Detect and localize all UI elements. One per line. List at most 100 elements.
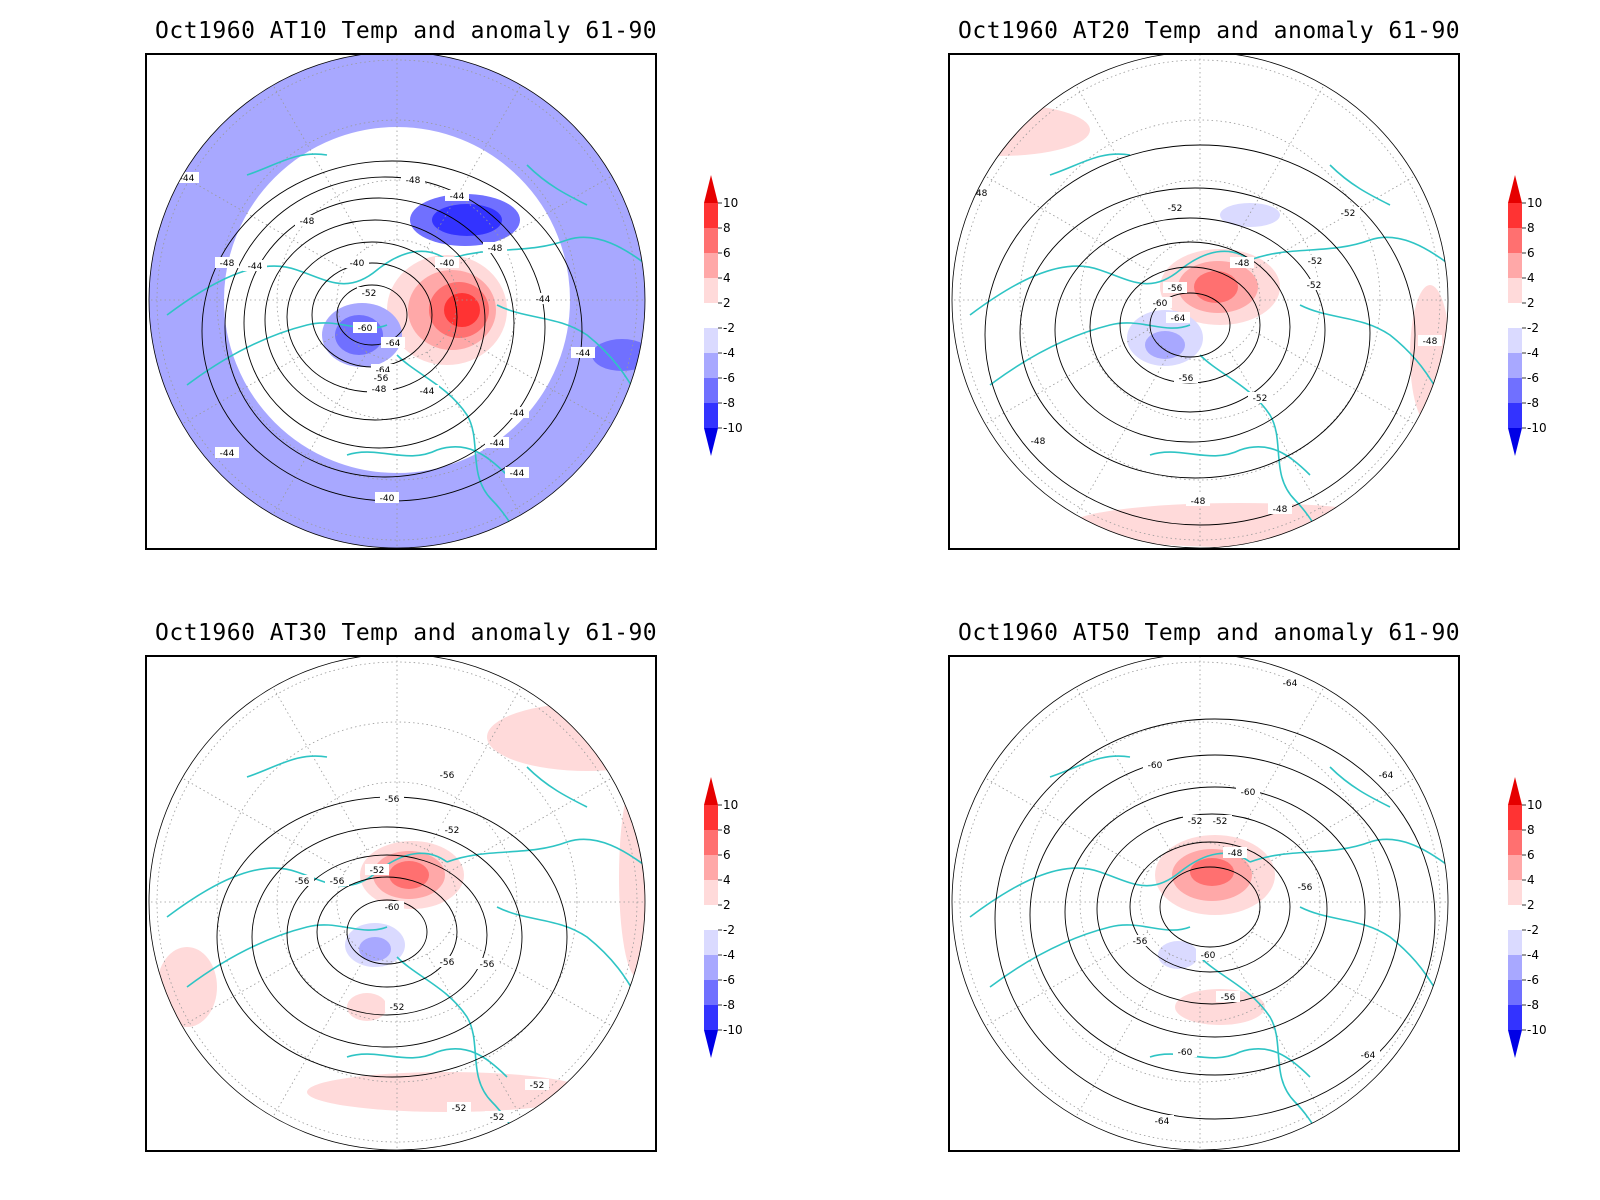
anomaly-shading — [1220, 203, 1280, 227]
contour-label-bg — [1183, 815, 1207, 826]
anomaly-shading — [307, 1072, 587, 1112]
contour-label-bg — [968, 187, 992, 198]
colorbar-segment — [704, 403, 718, 428]
contour-label: -56 — [1133, 937, 1148, 947]
contour-label: -48 — [1235, 259, 1250, 269]
contour-label: -44 — [536, 295, 551, 305]
colorbar-segment — [704, 278, 718, 303]
anomaly-shading — [389, 861, 429, 889]
contour-label: -56 — [440, 771, 455, 781]
contour-label: -44 — [180, 174, 195, 184]
colorbar-tick-label: 6 — [723, 246, 731, 260]
polar-map: -64 -60 -60 -52 -52 -48 -56 -56 -60 -56 -60 -64 -64 -… — [951, 657, 1449, 1150]
colorbar-tick-label: -8 — [1527, 998, 1539, 1012]
anomaly-shading — [1070, 503, 1410, 547]
contour-label-bg — [435, 956, 459, 967]
contour-label: -44 — [248, 262, 263, 272]
anomaly-shading — [1194, 271, 1238, 303]
colorbar-tick-label: 4 — [723, 873, 731, 887]
contour-label-bg — [1163, 202, 1187, 213]
colorbar-tick-label: 8 — [1527, 823, 1535, 837]
contour-label: -40 — [380, 494, 395, 504]
colorbar-segment — [1508, 880, 1522, 905]
contour-label: -60 — [385, 903, 400, 913]
contour-label: -48 — [1228, 849, 1243, 859]
colorbar-segment — [704, 980, 718, 1005]
colorbar-segment — [704, 228, 718, 253]
map-frame: -56 -56 -52 -52 -56 -56 -60 -56 -56 -52 -52 -52 -52 — [145, 655, 657, 1152]
contour-label: -48 — [488, 244, 503, 254]
contour-label: -48 — [406, 176, 421, 186]
contour-label-bg — [367, 383, 391, 394]
contour-label-bg — [1128, 935, 1152, 946]
colorbar-tick-label: -6 — [1527, 973, 1539, 987]
contour-label: -52 — [1168, 204, 1183, 214]
colorbar-arrow-top — [1508, 175, 1522, 203]
contour-label-bg — [435, 769, 459, 780]
colorbar-segment — [1508, 805, 1522, 830]
colorbar: 10 8 6 4 2 -2 -4 -6 -8 -10 — [704, 175, 743, 456]
colorbar-segment — [704, 805, 718, 830]
contour-label-bg — [1418, 335, 1442, 346]
colorbar-tick-label: -6 — [1527, 371, 1539, 385]
contour-label-bg — [505, 467, 529, 478]
contour-label: -52 — [445, 826, 460, 836]
contour-label: -52 — [390, 1003, 405, 1013]
contour-label-bg — [531, 293, 555, 304]
colorbar-tick-label: 6 — [723, 848, 731, 862]
contour-label: -44 — [420, 387, 435, 397]
contour-label-bg — [445, 190, 469, 201]
temperature-contours — [984, 144, 1416, 526]
colorbar-tick-label: 2 — [723, 898, 731, 912]
colorbar-tick-label: 10 — [723, 798, 738, 812]
contour-label: -52 — [1213, 817, 1228, 827]
contour-label-bg — [1143, 759, 1167, 770]
colorbar-tick-label: 6 — [1527, 848, 1535, 862]
colorbar-tick-label: 2 — [1527, 296, 1535, 310]
anomaly-shading — [592, 453, 642, 477]
contour-label-bg — [525, 1079, 549, 1090]
colorbar-segment — [1508, 905, 1522, 930]
colorbar-tick-label: -6 — [723, 371, 735, 385]
contour-label: -64 — [1171, 314, 1186, 324]
colorbar-tick-label: 4 — [1527, 873, 1535, 887]
contour-label-bg — [505, 407, 529, 418]
contour-label: -52 — [490, 1113, 505, 1123]
contour-label-bg — [401, 174, 425, 185]
contour-label: -56 — [385, 795, 400, 805]
anomaly-shading — [1145, 331, 1185, 359]
contour-label-bg — [365, 864, 389, 875]
colorbar-tick-label: -10 — [1527, 1023, 1547, 1037]
polar-map: -56 -56 -52 -52 -56 -56 -60 -56 -56 -52 -52 -52 -52 — [148, 657, 646, 1150]
colorbar-segment — [1508, 203, 1522, 228]
contour-label: -64 — [376, 366, 391, 376]
contour-label: -44 — [510, 409, 525, 419]
contour-label: -56 — [330, 877, 345, 887]
contour-label: -56 — [295, 877, 310, 887]
contour-label-bg — [1293, 881, 1317, 892]
anomaly-shading — [1410, 285, 1448, 425]
contour-label: -60 — [358, 324, 373, 334]
colorbar-tick-label: 4 — [723, 271, 731, 285]
contour-label-bg — [325, 875, 349, 886]
contour-label-bg — [1174, 372, 1198, 383]
panel-title: Oct1960 AT30 Temp and anomaly 61-90 — [155, 620, 658, 646]
contour-label-bg — [571, 347, 595, 358]
contour-label: -56 — [374, 374, 389, 384]
colorbar-tick-label: -10 — [723, 421, 743, 435]
temperature-contours — [994, 718, 1436, 1120]
map-frame: -48 -52 -52 -48 -52 -52 -56 -60 -64 -56 -52 -48 -48-… — [948, 53, 1460, 550]
contour-label: -52 — [1253, 394, 1268, 404]
graticule — [149, 55, 645, 548]
colorbar-arrow-bottom — [1508, 1030, 1522, 1058]
contour-label-bg — [1230, 257, 1254, 268]
contour-label-bg — [440, 824, 464, 835]
contour-label: -40 — [350, 259, 365, 269]
contour-label-bg — [1173, 1046, 1197, 1057]
colorbar-segment — [1508, 378, 1522, 403]
colorbar-arrow-top — [704, 777, 718, 805]
contour-label: -44 — [220, 449, 235, 459]
polar-map: -44-44-48-48-48-48 -44 -40-52-60-64-64-56-… — [148, 55, 646, 548]
panel-title: Oct1960 AT50 Temp and anomaly 61-90 — [958, 620, 1461, 646]
contour-label: -52 — [1341, 209, 1356, 219]
